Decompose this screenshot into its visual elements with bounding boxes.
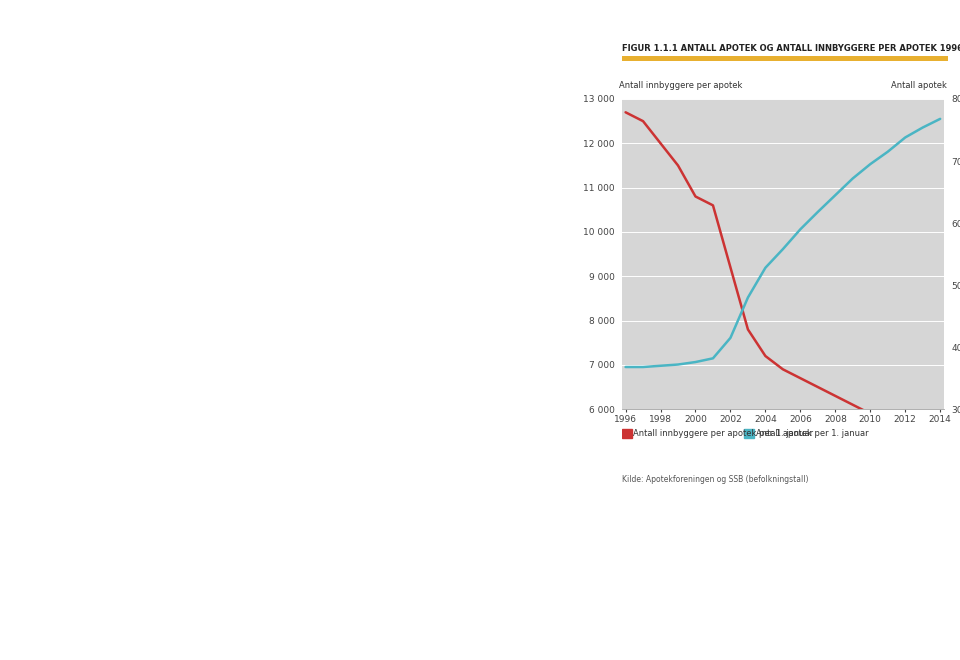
Bar xyxy=(622,429,632,438)
Text: FIGUR 1.1.1 ANTALL APOTEK OG ANTALL INNBYGGERE PER APOTEK 1996–2014 (PER 1. JANU: FIGUR 1.1.1 ANTALL APOTEK OG ANTALL INNB… xyxy=(622,44,960,53)
Text: Antall innbyggere per apotek per 1. januar: Antall innbyggere per apotek per 1. janu… xyxy=(634,429,813,438)
Text: Antall innbyggere per apotek: Antall innbyggere per apotek xyxy=(619,81,742,90)
Text: Kilde: Apotekforeningen og SSB (befolkningstall): Kilde: Apotekforeningen og SSB (befolkni… xyxy=(622,475,808,484)
Bar xyxy=(744,429,754,438)
Text: Antall apotek: Antall apotek xyxy=(891,81,947,90)
Text: Antall apotek per 1. januar: Antall apotek per 1. januar xyxy=(756,429,868,438)
